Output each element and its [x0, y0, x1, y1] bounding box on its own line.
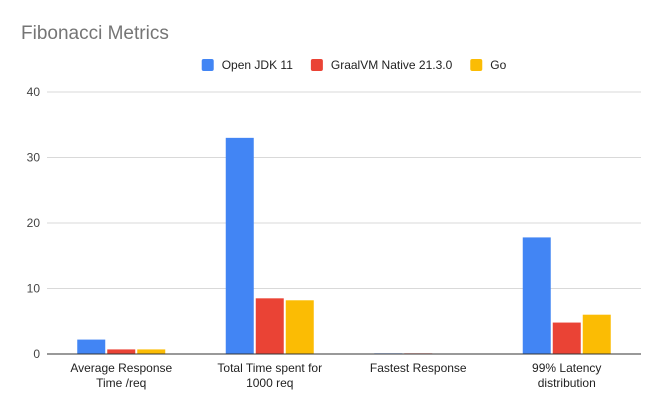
x-tick-label: 1000 req — [246, 376, 293, 390]
bar — [255, 298, 284, 354]
gridlines — [47, 91, 641, 289]
bar — [77, 339, 106, 354]
bars — [77, 137, 611, 355]
legend: Open JDK 11 GraalVM Native 21.3.0 Go — [201, 58, 507, 72]
legend-label: Go — [490, 58, 506, 72]
x-tick-label: 99% Latency — [532, 361, 601, 375]
bar — [107, 349, 136, 354]
x-tick-label: Fastest Response — [370, 361, 467, 375]
bar — [582, 314, 611, 354]
legend-swatch — [201, 59, 214, 71]
x-tick-label: Time /req — [96, 376, 146, 390]
y-tick-label: 10 — [27, 282, 41, 296]
chart-title: Fibonacci Metrics — [21, 23, 169, 44]
bar — [522, 237, 551, 354]
bar — [285, 300, 314, 354]
x-tick-label: Total Time spent for — [217, 361, 322, 375]
y-tick-label: 40 — [27, 85, 41, 99]
y-axis-tick-labels: 0 10 20 30 40 — [27, 85, 41, 361]
y-tick-label: 0 — [33, 347, 40, 361]
x-tick-label: Average Response — [70, 361, 172, 375]
legend-label: GraalVM Native 21.3.0 — [331, 58, 453, 72]
legend-swatch — [470, 59, 483, 71]
y-tick-label: 30 — [27, 151, 41, 165]
legend-label: Open JDK 11 — [222, 58, 293, 72]
y-tick-label: 20 — [27, 216, 41, 230]
bar — [137, 349, 166, 354]
x-tick-label: distribution — [538, 376, 596, 390]
bar — [552, 322, 581, 354]
legend-swatch — [310, 59, 323, 71]
bar — [225, 137, 254, 354]
